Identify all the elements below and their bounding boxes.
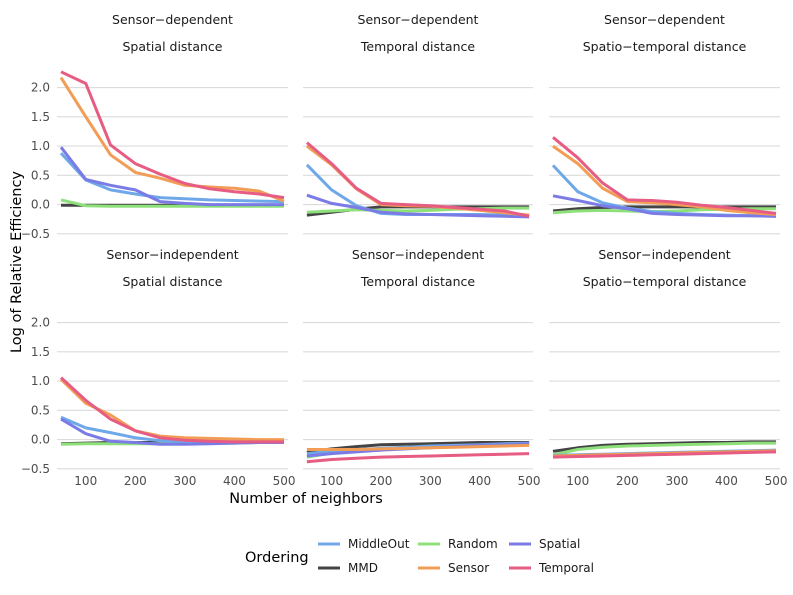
x-tick-label: 100 bbox=[566, 474, 589, 488]
series-line-temporal bbox=[305, 141, 530, 218]
panel-1-strip-distance: Spatial distance bbox=[123, 39, 223, 54]
panel-6-strip-sensor: Sensor−independent bbox=[598, 247, 730, 262]
y-tick-label: −0.5 bbox=[21, 227, 50, 241]
legend-item-mmd: MMD bbox=[318, 561, 378, 575]
legend-label: Spatial bbox=[539, 537, 580, 551]
legend-item-temporal: Temporal bbox=[509, 561, 594, 575]
x-tick-label: 400 bbox=[715, 474, 738, 488]
series-line-temporal bbox=[59, 376, 284, 444]
y-tick-label: 0.0 bbox=[31, 433, 50, 447]
x-tick-label: 200 bbox=[124, 474, 147, 488]
y-tick-label: 0.5 bbox=[31, 168, 50, 182]
series-line-spatial bbox=[59, 146, 284, 207]
panel-4-strip-distance: Spatial distance bbox=[123, 274, 223, 289]
x-tick-label: 300 bbox=[173, 474, 196, 488]
panel-5-strip-distance: Temporal distance bbox=[360, 274, 475, 289]
legend-item-middleout: MiddleOut bbox=[318, 537, 410, 551]
series-line-spatial bbox=[306, 193, 530, 219]
x-axis-title: Number of neighbors bbox=[229, 491, 383, 507]
legend-label: MiddleOut bbox=[348, 537, 410, 551]
y-tick-label: 1.5 bbox=[31, 345, 50, 359]
legend: Ordering MiddleOut MMD Random Sensor Spatial… bbox=[245, 537, 594, 575]
panel-5: Sensor−independent Temporal distance bbox=[303, 247, 533, 470]
x-tick-label: 400 bbox=[223, 474, 246, 488]
y-tick-label: 1.0 bbox=[31, 374, 50, 388]
series-line-temporal bbox=[306, 452, 530, 464]
panel-3: Sensor−dependent Spatio−temporal distance bbox=[549, 12, 780, 235]
legend-item-spatial: Spatial bbox=[509, 537, 580, 551]
panel-5-strip-sensor: Sensor−independent bbox=[352, 247, 484, 262]
series-line-mmd bbox=[306, 441, 530, 454]
x-tick-label: 300 bbox=[419, 474, 442, 488]
x-tick-label: 500 bbox=[765, 474, 788, 488]
y-tick-label: 0.0 bbox=[31, 198, 50, 212]
legend-label: MMD bbox=[348, 561, 378, 575]
y-tick-label: 2.0 bbox=[31, 316, 50, 330]
panel-3-strip-sensor: Sensor−dependent bbox=[604, 12, 725, 27]
series-line-random bbox=[552, 441, 776, 457]
series-line-random bbox=[60, 198, 284, 208]
y-tick-label: 2.0 bbox=[31, 81, 50, 95]
y-tick-label: 1.0 bbox=[31, 139, 50, 153]
series-line-sensor bbox=[59, 76, 285, 203]
panel-2-strip-sensor: Sensor−dependent bbox=[358, 12, 479, 27]
x-tick-label: 100 bbox=[320, 474, 343, 488]
y-tick-label: −0.5 bbox=[21, 462, 50, 476]
y-tick-label: 0.5 bbox=[31, 403, 50, 417]
x-tick-label: 100 bbox=[74, 474, 97, 488]
legend-item-sensor: Sensor bbox=[418, 561, 489, 575]
legend-title: Ordering bbox=[245, 550, 309, 566]
panel-6-strip-distance: Spatio−temporal distance bbox=[583, 274, 747, 289]
legend-label: Random bbox=[448, 537, 498, 551]
series-line-temporal bbox=[552, 450, 777, 459]
panel-2-strip-distance: Temporal distance bbox=[360, 39, 475, 54]
y-axis-title: Log of Relative Efficiency bbox=[9, 171, 25, 353]
x-tick-label: 500 bbox=[273, 474, 296, 488]
legend-item-random: Random bbox=[418, 537, 498, 551]
legend-label: Temporal bbox=[538, 561, 594, 575]
x-tick-label: 200 bbox=[370, 474, 393, 488]
series-line-mmd bbox=[552, 205, 776, 213]
y-tick-label: 1.5 bbox=[31, 110, 50, 124]
panel-2: Sensor−dependent Temporal distance bbox=[303, 12, 533, 235]
y-axes-group: −0.5 0.0 0.5 1.0 1.5 2.0 −0.5 0.0 0.5 1.0 1.5 2.0 bbox=[21, 81, 50, 476]
series-line-spatial bbox=[552, 194, 777, 218]
x-axes-group: 100 200 300 400 500 100 200 300 400 500 100 200 300 4… bbox=[74, 474, 787, 488]
series-line-sensor bbox=[552, 144, 777, 216]
x-tick-label: 200 bbox=[616, 474, 639, 488]
series-line-random bbox=[306, 206, 530, 214]
legend-label: Sensor bbox=[448, 561, 489, 575]
panel-4-strip-sensor: Sensor−independent bbox=[106, 247, 238, 262]
panel-1: Sensor−dependent Spatial distance bbox=[57, 12, 288, 235]
x-tick-label: 300 bbox=[665, 474, 688, 488]
panel-1-strip-sensor: Sensor−dependent bbox=[112, 12, 233, 27]
panel-6: Sensor−independent Spatio−temporal distan… bbox=[549, 247, 780, 470]
x-tick-label: 500 bbox=[518, 474, 541, 488]
panel-3-strip-distance: Spatio−temporal distance bbox=[583, 39, 747, 54]
x-tick-label: 400 bbox=[468, 474, 491, 488]
series-line-sensor bbox=[306, 443, 530, 451]
series-line-temporal bbox=[552, 136, 777, 215]
series-line-middleout bbox=[59, 152, 285, 204]
panel-4: Sensor−independent Spatial distance bbox=[57, 247, 288, 470]
series-line-temporal bbox=[60, 70, 285, 200]
